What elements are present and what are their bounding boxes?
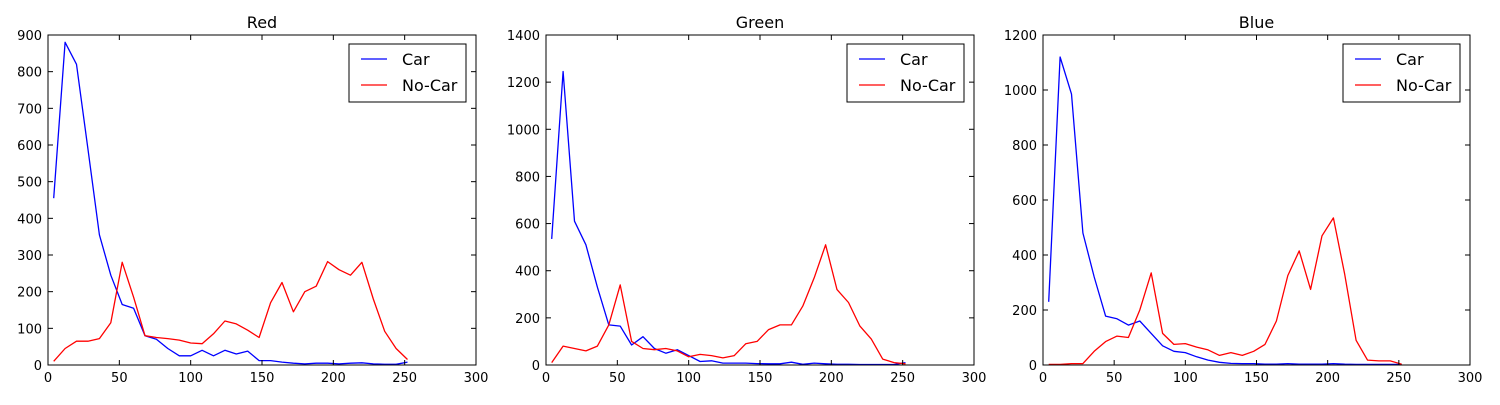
x-tick-label: 150 <box>1244 371 1269 386</box>
y-tick-label: 900 <box>17 29 42 44</box>
x-tick-label: 100 <box>178 371 203 386</box>
y-tick-label: 400 <box>515 265 540 280</box>
series-line-car <box>551 70 906 365</box>
legend: Car No-Car <box>1342 43 1461 103</box>
legend: Car No-Car <box>846 43 965 103</box>
x-tick-label: 50 <box>1106 371 1123 386</box>
legend-label-car: Car <box>900 50 928 69</box>
legend-box <box>846 43 965 103</box>
y-tick-label: 200 <box>1012 304 1037 319</box>
series-line-car <box>1048 56 1402 365</box>
x-tick-label: 250 <box>1386 371 1411 386</box>
series-line-no-car <box>53 260 408 362</box>
legend-box <box>1342 43 1461 103</box>
series-line-no-car <box>1048 217 1402 365</box>
x-tick-label: 200 <box>819 371 844 386</box>
y-tick-label: 300 <box>17 249 42 264</box>
x-tick-label: 100 <box>1173 371 1198 386</box>
y-tick-label: 700 <box>17 102 42 117</box>
chart-panel-red: Red 0 50 100 150 200 250 300 0 100 200 300 400 500 600… <box>17 13 488 386</box>
y-tick-label: 400 <box>17 212 42 227</box>
y-tick-label: 100 <box>17 322 42 337</box>
x-tick-label: 0 <box>1039 371 1047 386</box>
legend: Car No-Car <box>348 43 467 103</box>
y-tick-label: 600 <box>1012 194 1037 209</box>
x-tick-label: 300 <box>1458 371 1483 386</box>
legend-label-car: Car <box>1396 50 1424 69</box>
x-tick-label: 250 <box>392 371 417 386</box>
x-tick-label: 50 <box>609 371 626 386</box>
chart-title: Blue <box>1239 13 1274 32</box>
y-tick-label: 800 <box>515 170 540 185</box>
legend-label-no-car: No-Car <box>402 76 458 95</box>
x-tick-label: 300 <box>464 371 489 386</box>
x-tick-label: 250 <box>890 371 915 386</box>
x-tick-label: 150 <box>748 371 773 386</box>
y-tick-label: 1200 <box>1004 29 1037 44</box>
y-tick-label: 0 <box>1029 359 1037 374</box>
chart-panel-blue: Blue 0 50 100 150 200 250 300 0 200 400 600 800 1000 1… <box>1004 13 1483 386</box>
legend-label-car: Car <box>402 50 430 69</box>
y-tick-label: 600 <box>515 218 540 233</box>
legend-box <box>348 43 467 103</box>
x-tick-label: 0 <box>542 371 550 386</box>
series-lines <box>1048 56 1402 365</box>
x-tick-label: 50 <box>111 371 128 386</box>
legend-label-no-car: No-Car <box>900 76 956 95</box>
series-line-car <box>53 41 408 365</box>
series-lines <box>53 41 408 365</box>
y-tick-label: 200 <box>515 312 540 327</box>
y-tick-label: 800 <box>1012 139 1037 154</box>
y-tick-label: 1000 <box>507 123 540 138</box>
x-tick-label: 150 <box>250 371 275 386</box>
x-tick-label: 0 <box>44 371 52 386</box>
chart-panel-green: Green 0 50 100 150 200 250 300 0 200 400 600 800 1000… <box>507 13 987 386</box>
chart-title: Red <box>247 13 277 32</box>
y-tick-label: 200 <box>17 286 42 301</box>
legend-label-no-car: No-Car <box>1396 76 1452 95</box>
y-tick-label: 800 <box>17 66 42 81</box>
series-line-no-car <box>551 244 906 365</box>
series-lines <box>551 70 906 365</box>
y-tick-label: 0 <box>532 359 540 374</box>
chart-title: Green <box>736 13 784 32</box>
x-tick-label: 300 <box>962 371 987 386</box>
y-tick-label: 1000 <box>1004 84 1037 99</box>
y-tick-label: 1200 <box>507 76 540 91</box>
x-tick-label: 200 <box>1315 371 1340 386</box>
y-tick-label: 600 <box>17 139 42 154</box>
x-tick-label: 100 <box>676 371 701 386</box>
y-tick-label: 500 <box>17 176 42 191</box>
y-tick-label: 1400 <box>507 29 540 44</box>
x-tick-label: 200 <box>321 371 346 386</box>
y-tick-label: 400 <box>1012 249 1037 264</box>
y-tick-label: 0 <box>34 359 42 374</box>
